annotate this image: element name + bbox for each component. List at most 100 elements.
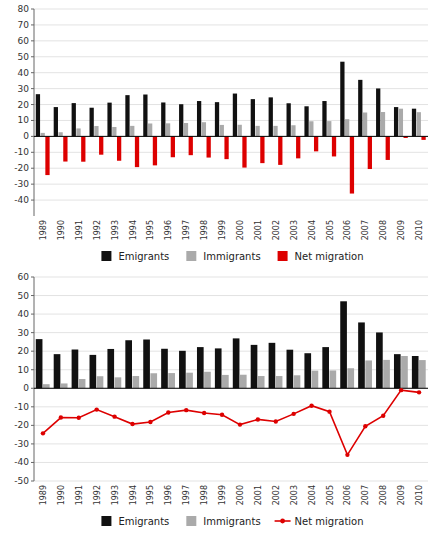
grid-line (34, 295, 428, 296)
category-label: 1993 (111, 220, 120, 240)
bar (304, 106, 308, 136)
grid-line (34, 314, 428, 315)
bar (161, 349, 168, 389)
bar-series (43, 356, 426, 388)
bar (90, 108, 94, 137)
bar (350, 136, 354, 193)
bar (179, 104, 183, 136)
marker (417, 390, 421, 394)
bar (117, 136, 121, 160)
category-label: 2002 (272, 485, 281, 505)
bar (417, 112, 421, 136)
category-label: 1994 (129, 485, 138, 505)
marker (59, 415, 63, 419)
legend-label: Immigrants (203, 251, 260, 262)
marker (238, 422, 242, 426)
legend-swatch (278, 251, 288, 261)
grid-line (34, 200, 428, 201)
bar (197, 101, 201, 136)
bar (166, 123, 170, 136)
category-label: 1999 (218, 220, 227, 240)
legend-item: Emigrants (101, 516, 169, 527)
legend-item: Emigrants (101, 251, 169, 262)
bar (204, 372, 211, 389)
bar-series (36, 301, 419, 388)
legend-label: Immigrants (203, 516, 260, 527)
grid-line (34, 406, 428, 407)
category-label: 1994 (129, 220, 138, 240)
bar (340, 301, 347, 388)
marker (148, 420, 152, 424)
marker (77, 416, 81, 420)
marker (220, 413, 224, 417)
legend-label: Net migration (295, 516, 364, 527)
axis-line (34, 9, 35, 216)
category-label: 1996 (164, 220, 173, 240)
category-label: 1998 (200, 485, 209, 505)
bar (322, 101, 326, 136)
grid-line (34, 481, 428, 482)
category-label: 2005 (326, 485, 335, 505)
tick-label: 30 (18, 328, 30, 338)
grid-line (34, 277, 428, 278)
y-axis: -50-40-30-20-100102030405060 (14, 272, 34, 486)
bar (240, 375, 247, 389)
x-axis: 1989199019911992199319941995199619971998… (39, 485, 424, 505)
bar (269, 97, 273, 136)
category-label: 2000 (236, 220, 245, 240)
bar (255, 126, 259, 137)
tick-label: 20 (18, 346, 30, 356)
bar (233, 94, 237, 137)
category-label: 1992 (93, 220, 102, 240)
bar (260, 136, 264, 163)
bar (394, 107, 398, 136)
marker (184, 408, 188, 412)
category-label: 2002 (272, 220, 281, 240)
marker (381, 414, 385, 418)
tick-label: -10 (14, 147, 29, 157)
bar (381, 112, 385, 136)
bar (287, 103, 291, 136)
legend-swatch (186, 516, 196, 526)
bar (112, 127, 116, 136)
bar (143, 95, 147, 137)
legend-item: Net migration (275, 516, 364, 527)
bar (401, 356, 408, 388)
legend-item: Net migration (278, 251, 364, 262)
bar (72, 350, 79, 389)
category-label: 2009 (397, 485, 406, 505)
tick-label: -50 (14, 476, 29, 486)
bar-series (36, 62, 416, 137)
bar (304, 353, 311, 388)
bar (133, 376, 140, 388)
bar (36, 94, 40, 136)
x-axis: 1989199019911992199319941995199619971998… (39, 220, 424, 240)
bar (273, 126, 277, 137)
bar (107, 349, 114, 388)
bar (97, 376, 104, 388)
bar (41, 133, 45, 137)
grid-line (34, 388, 428, 389)
tick-label: 20 (18, 100, 30, 110)
grid-line (34, 56, 428, 57)
bar (309, 121, 313, 136)
bar (81, 136, 85, 161)
bar-series (41, 109, 421, 137)
category-label: 1997 (182, 220, 191, 240)
bar (340, 62, 344, 137)
tick-label: -40 (14, 195, 29, 205)
marker (256, 417, 260, 421)
bar (215, 348, 222, 388)
bar (179, 351, 186, 388)
bar (238, 125, 242, 137)
bar (332, 136, 336, 156)
tick-label: 50 (18, 52, 30, 62)
bar (314, 136, 318, 151)
marker (291, 412, 295, 416)
bar (79, 379, 86, 388)
grid-line (34, 443, 428, 444)
category-label: 2009 (397, 220, 406, 240)
grid-line (34, 136, 428, 137)
bar (386, 136, 390, 160)
category-label: 1991 (75, 220, 84, 240)
